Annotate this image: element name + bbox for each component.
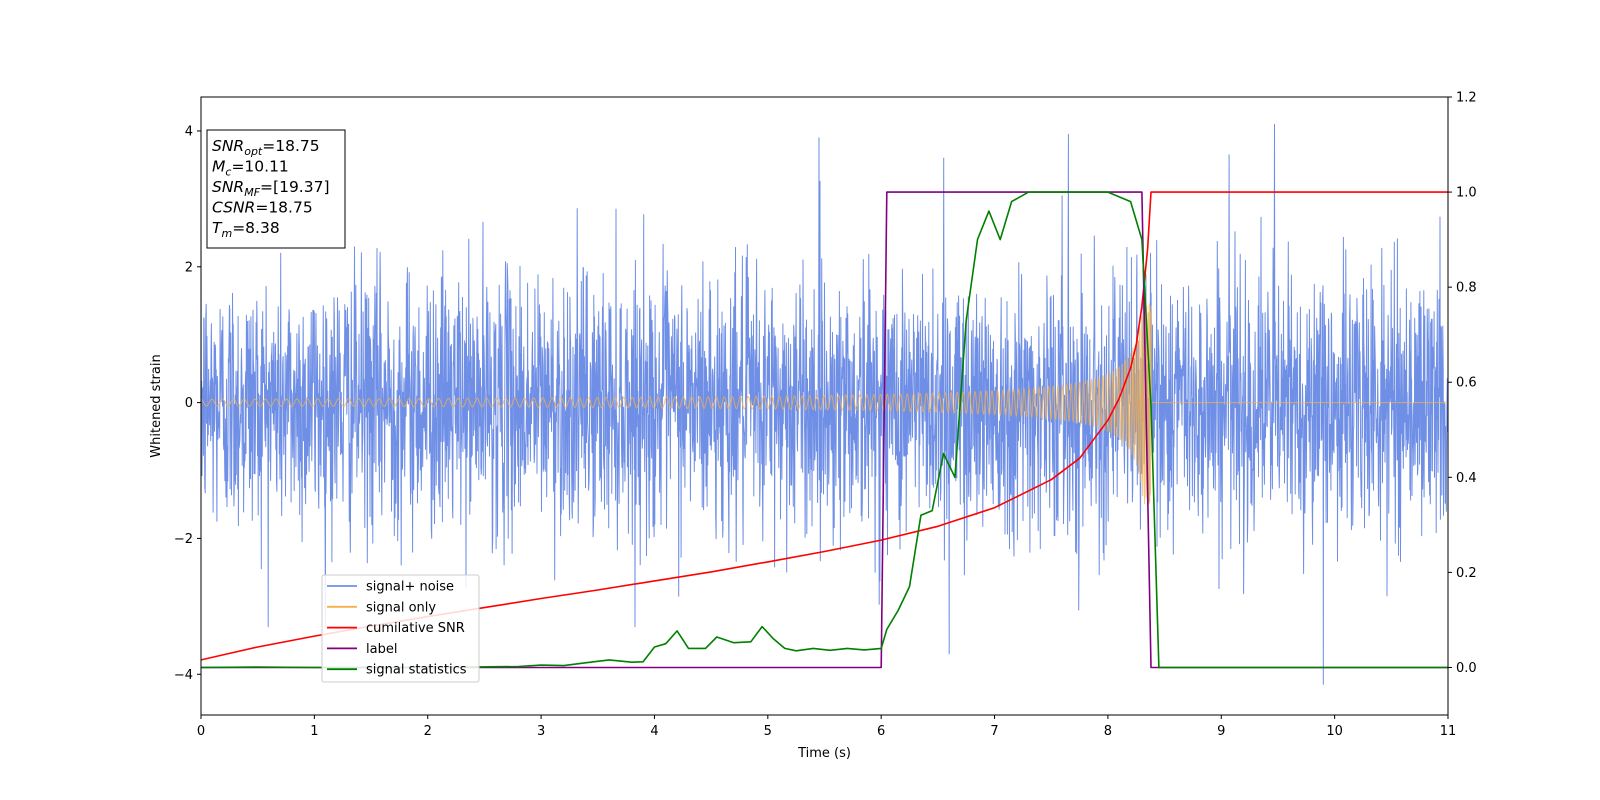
x-tick-label: 8 (1104, 724, 1112, 739)
info-subscript: opt (244, 145, 263, 158)
y-axis-label: Whitened strain (149, 354, 164, 457)
info-line: SNRMF=[19.37] (212, 178, 330, 199)
y-left-tick-label: 4 (185, 124, 193, 139)
legend-frame (321, 574, 480, 683)
y-right-tick-label: 1.0 (1456, 186, 1477, 201)
info-line: SNRopt=18.75 (212, 137, 320, 158)
y-left-tick-label: 0 (185, 396, 193, 411)
info-line: Mc=10.11 (212, 158, 289, 179)
info-line: CSNR=18.75 (212, 199, 313, 217)
info-box: SNRopt=18.75Mc=10.11SNRMF=[19.37]CSNR=18… (206, 129, 346, 249)
info-symbol: SNR (212, 137, 244, 155)
series-line (201, 303, 1448, 505)
info-value: =10.11 (231, 158, 288, 176)
y-right-tick-label: 0.6 (1456, 376, 1477, 391)
info-symbol: CSNR (212, 199, 255, 217)
info-subscript: m (221, 227, 232, 240)
plot-frame (200, 96, 1449, 716)
x-tick-label: 6 (877, 724, 885, 739)
x-tick-label: 7 (990, 724, 998, 739)
info-box-frame (206, 129, 346, 249)
info-symbol: M (212, 158, 225, 176)
x-tick-label: 4 (650, 724, 658, 739)
y-right-tick-label: 0.2 (1456, 566, 1477, 581)
x-tick-label: 3 (537, 724, 545, 739)
info-value: =8.38 (232, 219, 280, 237)
y-left-tick-label: −4 (174, 668, 193, 683)
legend: signal+ noise signal only cumilative SNR la… (321, 574, 480, 683)
info-value: =18.75 (262, 137, 319, 155)
info-subscript: c (225, 166, 231, 179)
info-value: =18.75 (255, 199, 312, 217)
info-value: =[19.37] (260, 178, 329, 196)
info-subscript: MF (244, 186, 260, 199)
x-tick-label: 11 (1440, 724, 1457, 739)
x-tick-label: 1 (310, 724, 318, 739)
axes-layer: 0 1 2 3 4 5 6 7 8 9 10 11 4 2 0 −2 −4 1.2 1.0 0.8 0.6 0.4 0.2 0… (174, 91, 1477, 740)
series-line (201, 191, 1448, 669)
x-tick-label: 9 (1217, 724, 1225, 739)
info-symbol: SNR (212, 178, 244, 196)
legend-label: signal only (366, 600, 436, 615)
series-line (201, 123, 1448, 685)
legend-label: signal statistics (366, 663, 467, 678)
legend-label: signal+ noise (366, 580, 454, 595)
y-right-tick-label: 0.0 (1456, 661, 1477, 676)
x-tick-label: 0 (197, 724, 205, 739)
legend-label: label (366, 642, 397, 657)
x-tick-label: 2 (424, 724, 432, 739)
legend-label: cumilative SNR (366, 621, 465, 636)
x-tick-label: 5 (764, 724, 772, 739)
x-tick-label: 10 (1326, 724, 1343, 739)
y-right-tick-label: 1.2 (1456, 91, 1477, 106)
y-right-tick-label: 0.4 (1456, 471, 1477, 486)
y-right-tick-label: 0.8 (1456, 281, 1477, 296)
info-line: Tm=8.38 (212, 219, 280, 240)
info-symbol: T (212, 219, 223, 237)
y-left-tick-label: 2 (185, 260, 193, 275)
y-left-tick-label: −2 (174, 532, 193, 547)
x-axis-label: Time (s) (797, 746, 851, 761)
